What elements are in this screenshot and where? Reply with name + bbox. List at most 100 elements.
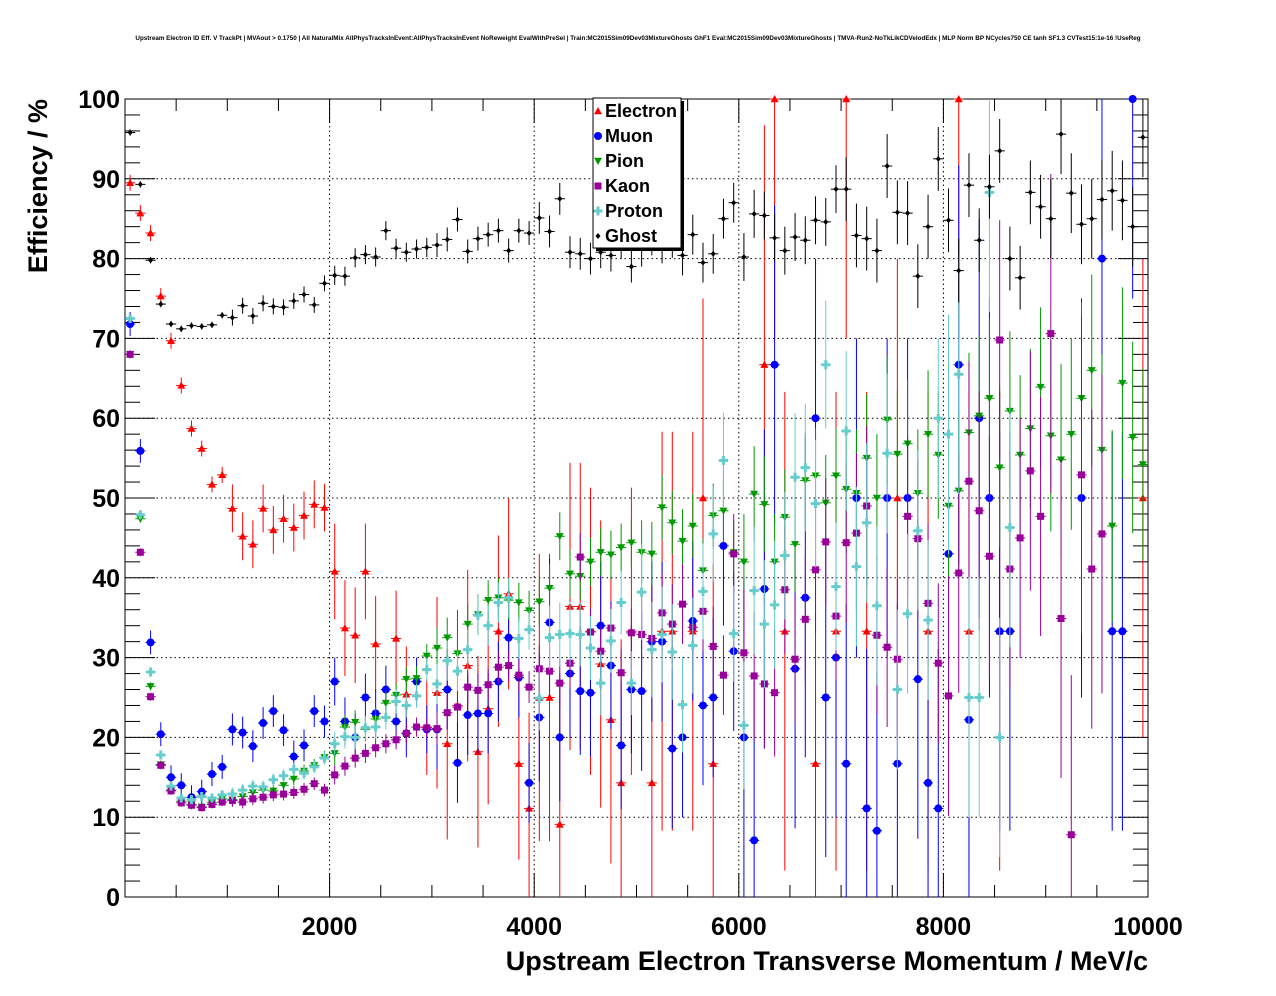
cross-marker xyxy=(657,629,667,639)
square-marker xyxy=(996,336,1004,344)
square-marker xyxy=(801,615,809,623)
square-marker xyxy=(157,761,165,769)
square-marker xyxy=(300,785,308,793)
data-point xyxy=(1076,184,1087,265)
data-point xyxy=(206,762,218,787)
cross-marker xyxy=(217,790,227,800)
data-point xyxy=(554,659,565,708)
square-marker xyxy=(423,724,431,732)
data-point xyxy=(329,765,340,785)
data-point xyxy=(442,696,453,729)
square-marker xyxy=(198,804,206,812)
data-point xyxy=(237,716,248,749)
diamond-marker xyxy=(894,209,900,216)
cross-marker xyxy=(279,771,289,781)
series-proton xyxy=(125,99,1016,858)
data-point xyxy=(278,299,289,316)
data-point xyxy=(575,602,586,667)
data-point xyxy=(922,370,934,498)
data-point xyxy=(472,595,484,636)
data-point xyxy=(360,523,371,620)
diamond-marker xyxy=(270,303,276,310)
data-point xyxy=(135,205,146,222)
cross-marker xyxy=(749,586,759,596)
data-point xyxy=(135,510,146,520)
cross-marker xyxy=(933,413,943,423)
circle-marker xyxy=(473,709,482,718)
triangle-down-marker xyxy=(1067,430,1076,439)
cross-marker xyxy=(534,693,544,703)
circle-marker xyxy=(310,707,319,716)
circle-marker xyxy=(555,733,564,742)
triangle-up-marker xyxy=(197,444,206,452)
circle-marker xyxy=(156,730,165,739)
triangle-up-marker xyxy=(330,567,339,575)
data-point xyxy=(493,582,504,623)
series-kaon xyxy=(125,174,1108,897)
diamond-marker xyxy=(577,250,583,257)
x-tick-label: 4000 xyxy=(506,913,562,941)
diamond-marker xyxy=(915,273,921,280)
y-tick-label: 70 xyxy=(92,325,120,353)
circle-marker xyxy=(392,717,401,726)
triangle-down-marker xyxy=(566,570,575,578)
data-point xyxy=(431,663,443,704)
circle-marker xyxy=(872,826,881,835)
data-point xyxy=(534,201,545,234)
cross-marker xyxy=(258,782,268,792)
diamond-marker xyxy=(595,233,601,239)
circle-marker xyxy=(463,711,472,720)
diamond-marker xyxy=(168,321,174,328)
circle-marker xyxy=(279,726,288,735)
cross-marker xyxy=(851,562,861,572)
circle-marker xyxy=(934,804,943,813)
circle-marker xyxy=(596,621,605,630)
data-point xyxy=(247,730,258,763)
cross-marker xyxy=(882,448,892,458)
data-point xyxy=(902,181,913,246)
data-point xyxy=(1025,160,1036,225)
square-marker xyxy=(464,683,472,691)
data-point xyxy=(769,541,780,669)
data-point xyxy=(585,242,596,275)
cross-marker xyxy=(350,732,360,742)
triangle-down-marker xyxy=(760,501,769,509)
circle-marker xyxy=(1128,95,1137,103)
legend-label-muon: Muon xyxy=(605,126,653,146)
circle-marker xyxy=(330,677,339,686)
diamond-marker xyxy=(158,301,164,308)
cross-marker xyxy=(186,795,196,805)
diamond-marker xyxy=(454,216,460,223)
data-point xyxy=(217,754,228,779)
circle-marker xyxy=(586,688,595,697)
data-point xyxy=(1045,178,1056,259)
data-point xyxy=(564,549,576,598)
data-point xyxy=(544,215,555,248)
data-point xyxy=(830,522,842,651)
square-marker xyxy=(167,787,175,795)
triangle-up-marker xyxy=(238,532,247,540)
triangle-up-marker xyxy=(320,503,329,511)
circle-marker xyxy=(259,719,268,728)
data-point xyxy=(401,693,412,718)
data-point xyxy=(800,403,811,532)
diamond-marker xyxy=(1140,134,1146,141)
cross-marker xyxy=(197,791,207,801)
data-point xyxy=(749,446,760,542)
triangle-up-marker xyxy=(514,759,523,767)
data-point xyxy=(953,238,964,303)
circle-marker xyxy=(668,744,677,753)
cross-marker xyxy=(903,609,913,619)
data-point xyxy=(237,783,248,797)
data-point xyxy=(687,494,698,558)
data-point xyxy=(841,604,852,897)
y-tick-label: 90 xyxy=(92,166,120,194)
diamond-marker xyxy=(823,218,829,225)
square-marker xyxy=(1067,831,1075,839)
data-point xyxy=(1015,418,1026,658)
diamond-marker xyxy=(229,314,235,321)
data-point xyxy=(1086,178,1097,259)
cross-marker xyxy=(944,429,954,439)
diamond-marker xyxy=(475,235,481,242)
cross-marker xyxy=(872,601,882,611)
